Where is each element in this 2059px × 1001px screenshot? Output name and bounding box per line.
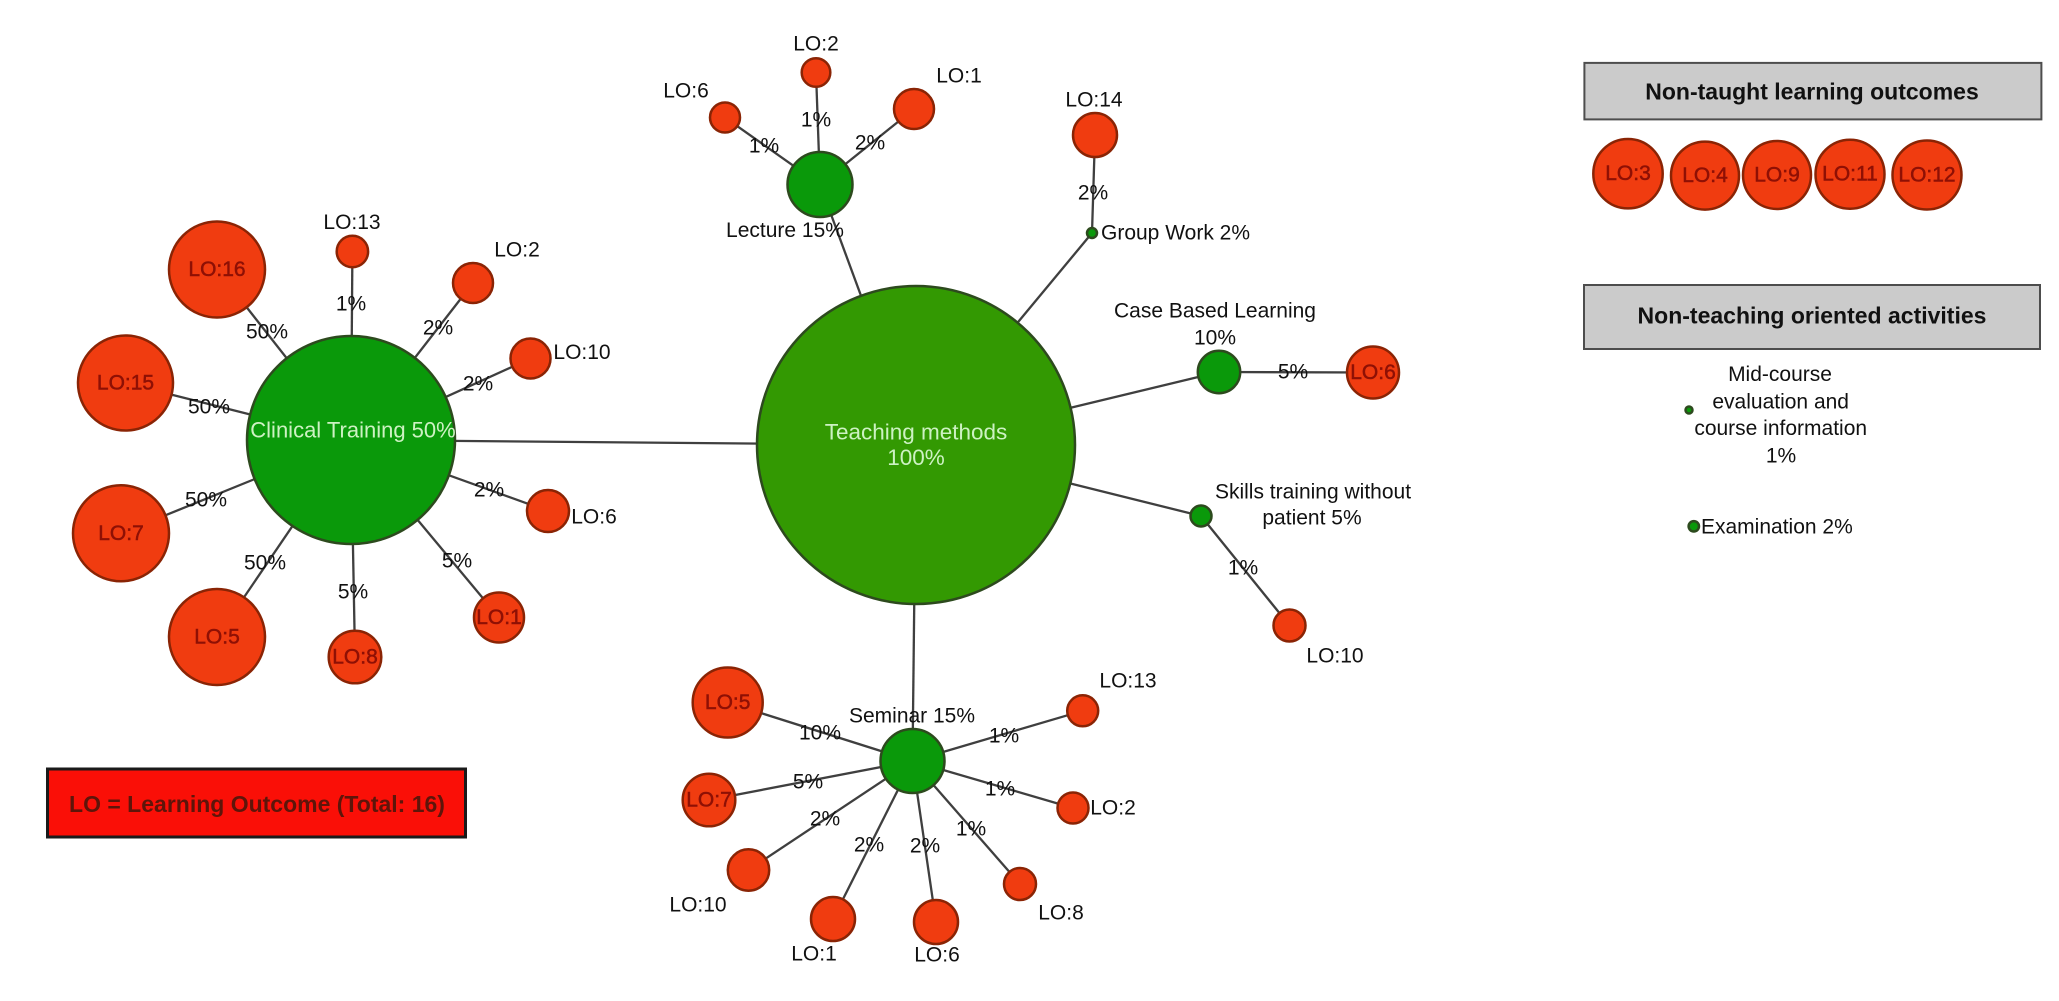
svg-text:50%: 50% <box>185 489 227 512</box>
svg-text:LO:5: LO:5 <box>194 626 240 649</box>
svg-text:10%: 10% <box>1194 327 1236 350</box>
svg-text:2%: 2% <box>474 479 504 502</box>
svg-text:LO:4: LO:4 <box>1682 164 1728 187</box>
svg-text:LO:7: LO:7 <box>686 789 732 812</box>
svg-text:LO:8: LO:8 <box>332 646 378 669</box>
svg-text:1%: 1% <box>336 293 366 316</box>
svg-text:LO:1: LO:1 <box>476 606 522 629</box>
svg-text:1%: 1% <box>985 778 1015 801</box>
svg-text:Examination 2%: Examination 2% <box>1701 516 1853 539</box>
svg-text:5%: 5% <box>442 550 472 573</box>
svg-text:LO:10: LO:10 <box>1306 645 1363 668</box>
svg-text:2%: 2% <box>463 373 493 396</box>
svg-text:100%: 100% <box>887 445 945 470</box>
svg-text:2%: 2% <box>854 834 884 857</box>
svg-text:LO:11: LO:11 <box>1822 163 1878 186</box>
svg-text:LO:2: LO:2 <box>793 33 839 56</box>
svg-text:LO:6: LO:6 <box>1350 361 1396 384</box>
svg-text:1%: 1% <box>749 135 779 158</box>
svg-text:LO:10: LO:10 <box>553 341 610 364</box>
svg-text:10%: 10% <box>799 722 841 745</box>
svg-text:LO:1: LO:1 <box>936 65 982 88</box>
svg-text:LO:2: LO:2 <box>1090 797 1136 820</box>
svg-text:LO:2: LO:2 <box>494 239 540 262</box>
svg-text:2%: 2% <box>1078 182 1108 205</box>
svg-text:Lecture 15%: Lecture 15% <box>726 219 844 242</box>
svg-text:Non-taught learning outcomes: Non-taught learning outcomes <box>1645 79 1979 105</box>
svg-text:1%: 1% <box>1766 445 1796 468</box>
svg-text:LO:6: LO:6 <box>571 506 617 529</box>
svg-text:LO:5: LO:5 <box>705 691 751 714</box>
svg-text:LO:6: LO:6 <box>914 944 960 967</box>
svg-text:2%: 2% <box>855 132 885 155</box>
svg-text:Clinical Training 50%: Clinical Training 50% <box>250 418 455 443</box>
svg-text:LO:8: LO:8 <box>1038 902 1084 925</box>
svg-text:1%: 1% <box>989 725 1019 748</box>
svg-text:Teaching methods: Teaching methods <box>825 420 1008 445</box>
svg-text:LO:7: LO:7 <box>98 522 144 545</box>
svg-text:LO:15: LO:15 <box>97 372 154 395</box>
svg-text:Non-teaching oriented activiti: Non-teaching oriented activities <box>1638 303 1987 329</box>
svg-text:50%: 50% <box>188 396 230 419</box>
svg-text:evaluation and: evaluation and <box>1712 391 1849 414</box>
svg-text:Mid-course: Mid-course <box>1728 363 1832 386</box>
svg-text:LO:13: LO:13 <box>323 211 380 234</box>
svg-text:2%: 2% <box>423 317 453 340</box>
svg-text:1%: 1% <box>956 818 986 841</box>
svg-text:Case Based Learning: Case Based Learning <box>1114 300 1316 323</box>
svg-text:course information: course information <box>1694 417 1867 440</box>
svg-text:LO:3: LO:3 <box>1605 162 1651 185</box>
svg-text:1%: 1% <box>801 109 831 132</box>
svg-text:patient 5%: patient 5% <box>1262 507 1361 530</box>
svg-text:5%: 5% <box>338 581 368 604</box>
svg-text:LO:9: LO:9 <box>1754 164 1800 187</box>
svg-text:LO:10: LO:10 <box>669 894 726 917</box>
svg-text:LO = Learning Outcome (Total:: LO = Learning Outcome (Total: 16) <box>69 791 445 817</box>
svg-text:LO:1: LO:1 <box>791 943 837 966</box>
svg-text:LO:16: LO:16 <box>188 258 245 281</box>
svg-text:LO:12: LO:12 <box>1898 164 1955 187</box>
svg-text:1%: 1% <box>1228 557 1258 580</box>
svg-text:50%: 50% <box>244 552 286 575</box>
svg-text:5%: 5% <box>1278 361 1308 384</box>
svg-text:LO:6: LO:6 <box>663 80 709 103</box>
svg-text:LO:14: LO:14 <box>1065 89 1123 112</box>
svg-text:5%: 5% <box>793 771 823 794</box>
svg-text:Seminar 15%: Seminar 15% <box>849 705 975 728</box>
svg-text:Skills training without: Skills training without <box>1215 481 1411 504</box>
svg-text:Group Work 2%: Group Work 2% <box>1101 222 1250 245</box>
svg-text:2%: 2% <box>910 835 940 858</box>
svg-text:2%: 2% <box>810 808 840 831</box>
svg-text:LO:13: LO:13 <box>1099 670 1156 693</box>
svg-text:50%: 50% <box>246 321 288 344</box>
